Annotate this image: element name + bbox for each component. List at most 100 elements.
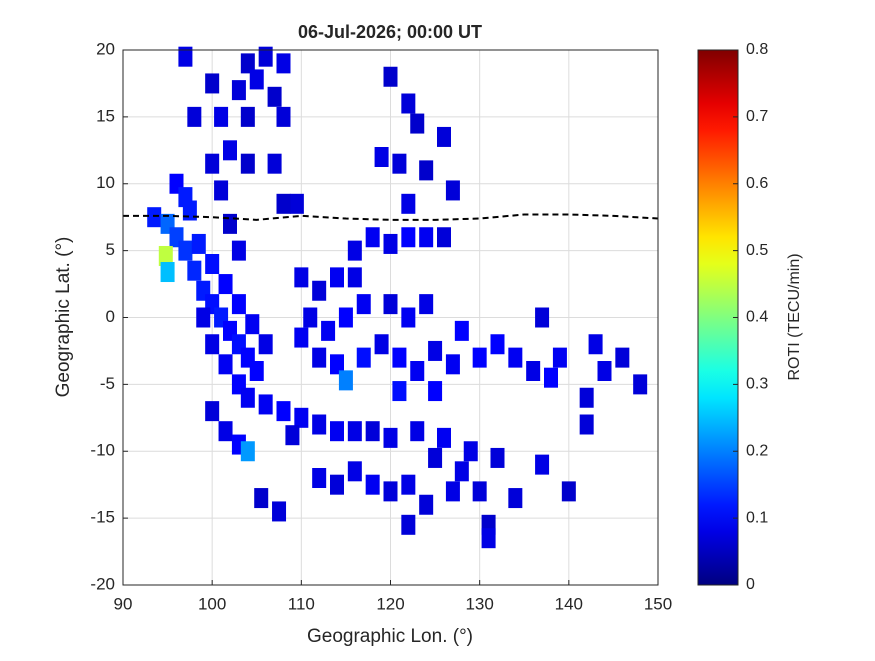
- roti-cell: [481, 528, 496, 549]
- roti-cell: [401, 93, 416, 114]
- y-tick-label: -20: [90, 574, 115, 593]
- roti-cell: [312, 468, 327, 488]
- roti-cell: [615, 347, 630, 368]
- roti-cell: [267, 86, 282, 107]
- roti-cell: [321, 320, 336, 341]
- roti-cell: [272, 501, 287, 522]
- roti-cell: [419, 227, 434, 248]
- colorbar-tick-label: 0.5: [746, 242, 768, 259]
- y-tick-label: 5: [106, 240, 115, 259]
- roti-cell: [205, 153, 220, 174]
- roti-cell: [508, 488, 523, 509]
- roti-cell: [383, 481, 398, 502]
- roti-cell: [544, 367, 558, 388]
- roti-cell: [267, 153, 282, 174]
- roti-cell: [401, 227, 416, 248]
- roti-cell: [223, 140, 237, 161]
- roti-cell: [240, 441, 255, 462]
- roti-cell: [401, 193, 416, 214]
- y-tick-label: 0: [106, 307, 115, 326]
- roti-cell: [258, 334, 273, 355]
- roti-cell: [330, 354, 344, 375]
- roti-cell: [356, 294, 371, 315]
- roti-cell: [445, 481, 460, 502]
- roti-cell: [231, 294, 246, 315]
- roti-cell: [535, 307, 550, 328]
- roti-cell: [254, 488, 269, 509]
- roti-cell: [289, 193, 304, 214]
- roti-cell: [187, 106, 202, 127]
- roti-cell: [249, 361, 264, 381]
- x-tick-label: 140: [555, 594, 583, 613]
- roti-cell: [347, 267, 362, 288]
- roti-cell: [374, 334, 389, 355]
- roti-cell: [205, 73, 220, 94]
- roti-cell: [294, 327, 309, 348]
- y-tick-label: -5: [100, 374, 115, 393]
- roti-cell: [579, 414, 594, 435]
- roti-cell: [588, 334, 603, 355]
- roti-cell: [419, 294, 434, 315]
- roti-cell: [552, 347, 567, 368]
- roti-cell: [472, 347, 487, 368]
- roti-cell: [258, 46, 273, 67]
- roti-cell: [285, 425, 300, 446]
- roti-cell: [347, 240, 362, 261]
- roti-cell: [365, 227, 380, 248]
- roti-cell: [196, 307, 211, 328]
- roti-cell: [419, 494, 434, 515]
- y-tick-label: 10: [96, 173, 115, 192]
- roti-cell: [218, 354, 233, 375]
- roti-cell: [472, 481, 487, 502]
- roti-cell: [218, 274, 233, 295]
- roti-cell: [356, 347, 371, 368]
- roti-cell: [437, 126, 451, 147]
- roti-cell: [178, 46, 193, 67]
- roti-cell: [147, 207, 162, 228]
- roti-cell: [258, 394, 273, 415]
- y-axis-label: Geographic Lat. (°): [53, 237, 74, 398]
- roti-cell: [218, 421, 233, 442]
- roti-cell: [240, 153, 255, 174]
- y-tick-label: -10: [90, 441, 115, 460]
- roti-cell: [561, 481, 576, 502]
- roti-cell: [410, 361, 425, 381]
- roti-cell: [401, 307, 416, 328]
- roti-cell: [240, 106, 255, 127]
- roti-cell: [410, 421, 425, 442]
- roti-cell: [392, 347, 407, 368]
- roti-cell: [445, 180, 460, 201]
- colorbar-tick-label: 0.4: [746, 309, 768, 326]
- roti-cell: [214, 180, 229, 201]
- roti-cell: [347, 421, 362, 442]
- roti-cell: [312, 414, 327, 435]
- roti-cell: [463, 441, 478, 462]
- x-tick-label: 90: [114, 594, 133, 613]
- roti-cell: [191, 233, 206, 254]
- roti-cell: [454, 320, 469, 341]
- y-tick-label: 15: [96, 106, 115, 125]
- roti-cell: [454, 461, 469, 482]
- roti-cell: [490, 334, 505, 355]
- roti-cell: [579, 387, 594, 408]
- roti-cell: [294, 407, 309, 428]
- roti-cell: [240, 53, 255, 74]
- roti-cell: [410, 113, 425, 134]
- roti-cell: [437, 227, 451, 248]
- roti-cell: [160, 262, 175, 283]
- roti-cell: [419, 160, 434, 181]
- roti-cell: [231, 80, 246, 101]
- roti-cell: [312, 347, 327, 368]
- colorbar-tick-label: 0: [746, 576, 755, 593]
- roti-cell: [392, 153, 407, 174]
- roti-cell: [437, 427, 451, 448]
- roti-cell: [330, 474, 344, 495]
- roti-cell: [374, 147, 389, 167]
- colorbar-tick-label: 0.8: [746, 41, 768, 58]
- roti-cell: [178, 240, 193, 261]
- roti-cell: [428, 381, 443, 402]
- roti-cell: [187, 260, 202, 281]
- x-tick-label: 130: [465, 594, 493, 613]
